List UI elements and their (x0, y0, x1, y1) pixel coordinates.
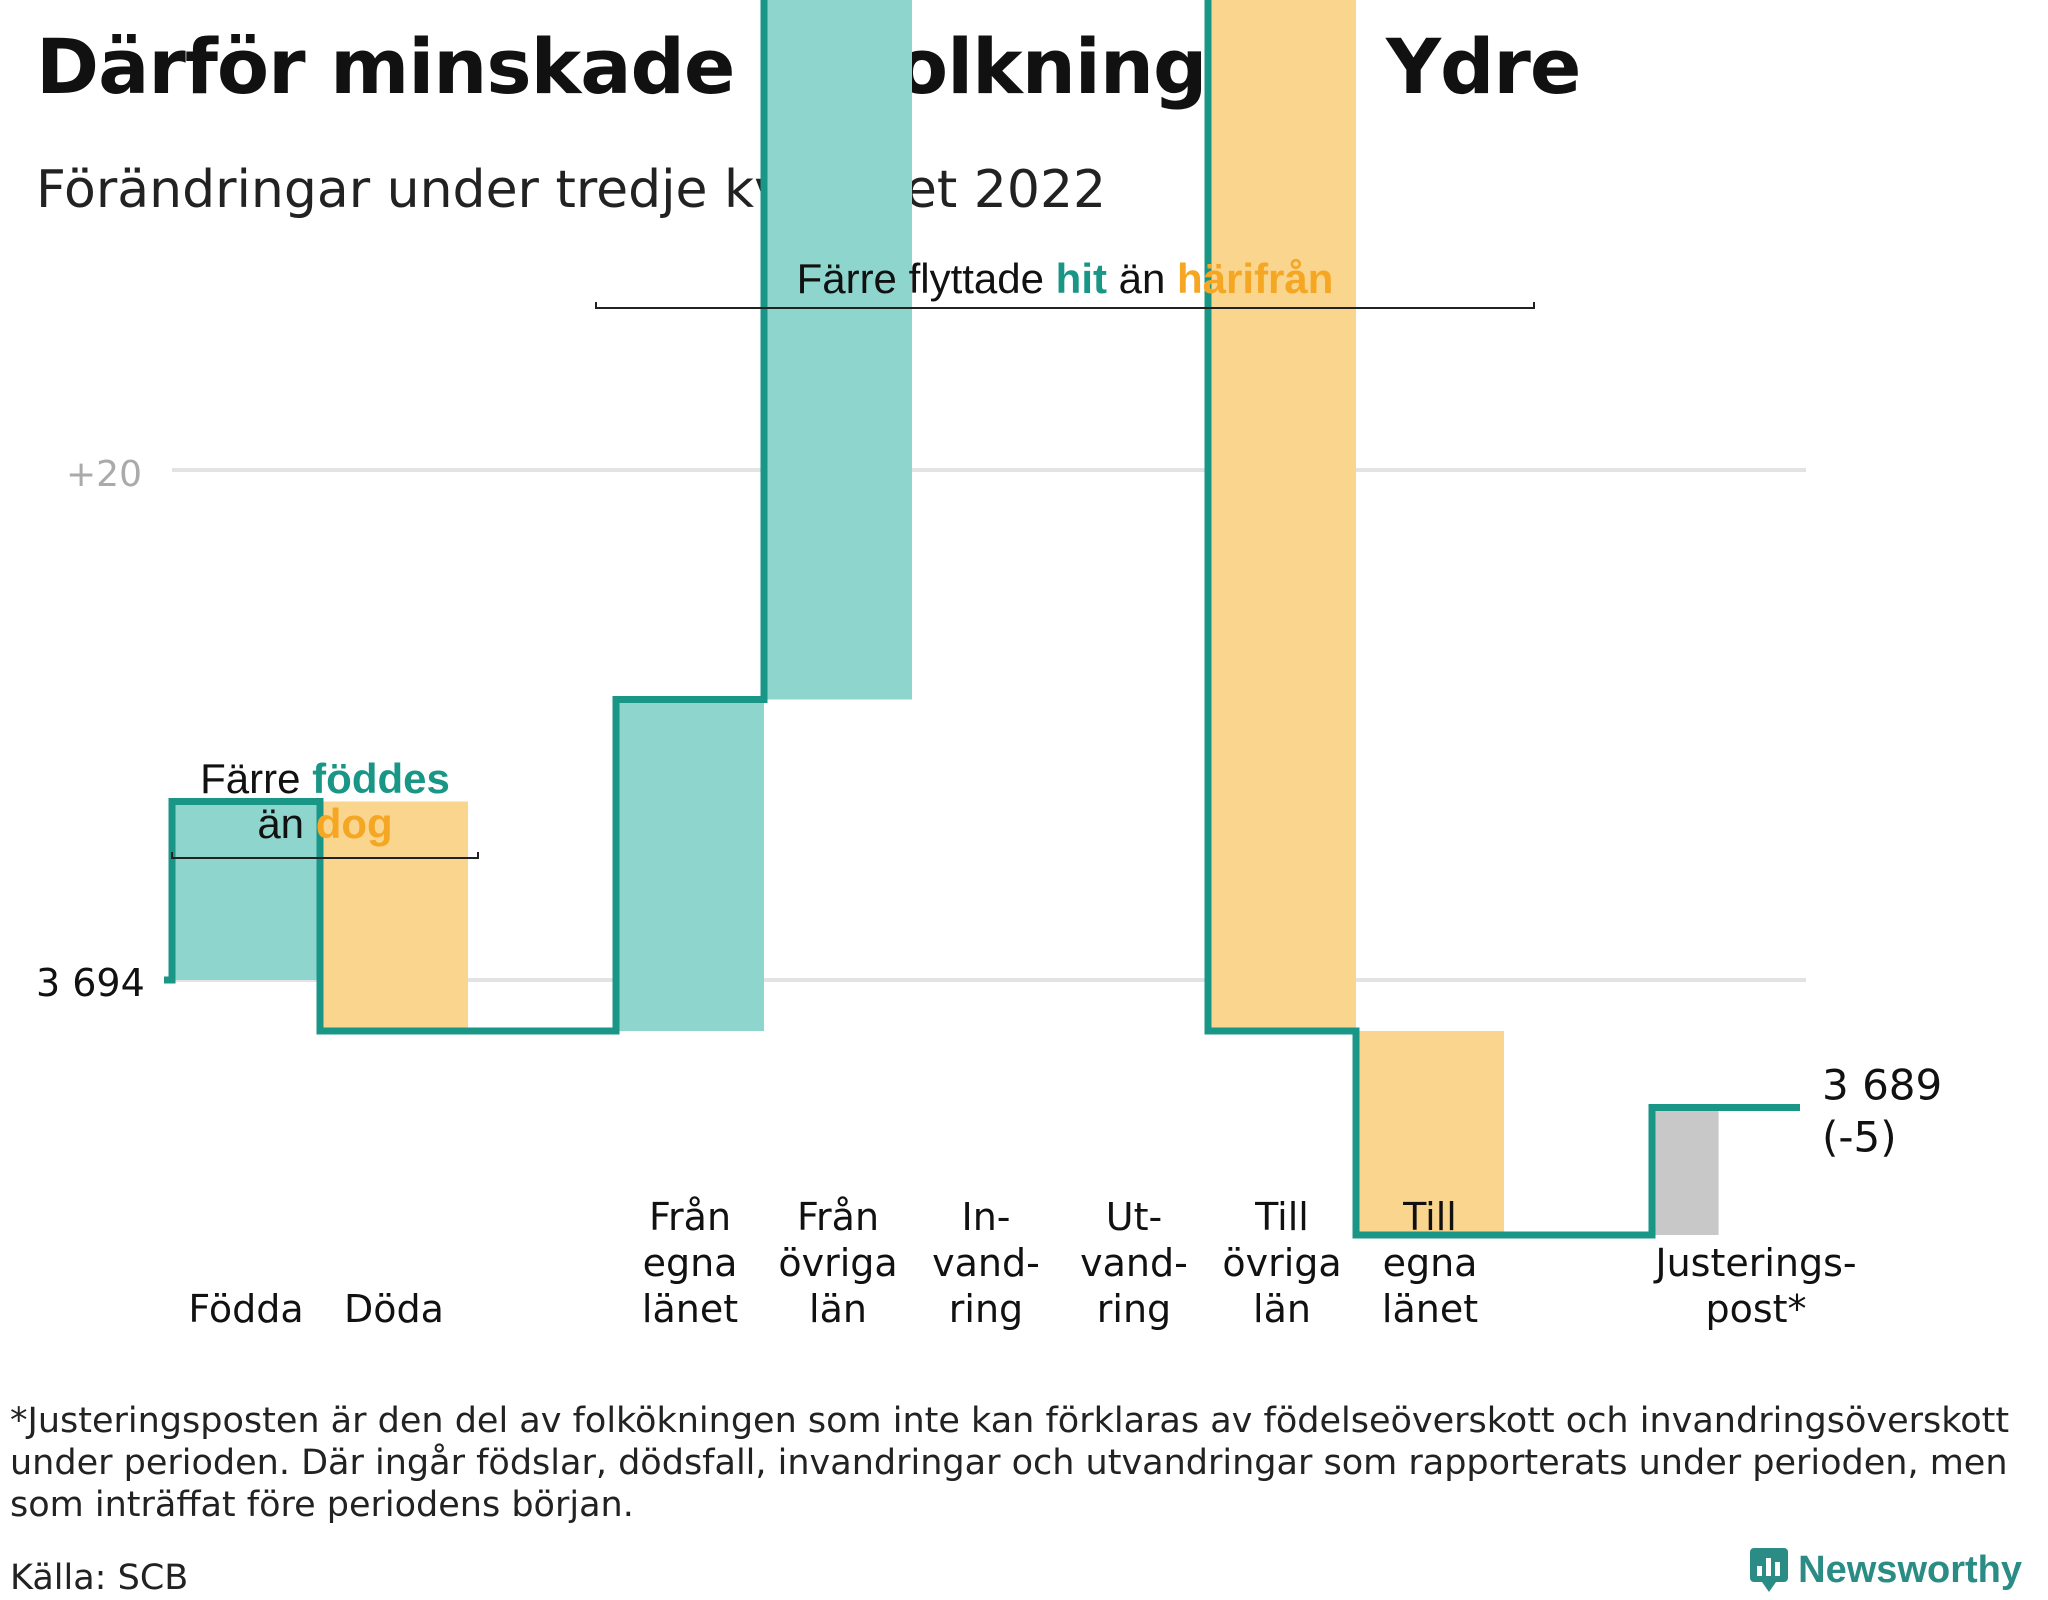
category-label: Från (649, 1195, 731, 1239)
step-line (164, 0, 1800, 1239)
waterfall-bar (1208, 0, 1356, 1031)
line-layer (164, 0, 1800, 1239)
category-label: ring (1097, 1287, 1171, 1331)
births-annotation-line1-part: föddes (312, 755, 450, 802)
births-annotation-line2: än dog (257, 800, 392, 847)
migration-annotation-part: Färre flyttade (797, 255, 1056, 302)
births-annotation-line1: Färre föddes (200, 755, 450, 802)
newsworthy-logo: Newsworthy (1750, 1548, 2022, 1592)
category-label: övriga (1222, 1241, 1341, 1285)
category-label: vand- (1080, 1241, 1188, 1285)
migration-annotation: Färre flyttade hit än härifrån (797, 255, 1334, 302)
waterfall-bar (172, 801, 320, 980)
label-layer: 3 694+20+40FöddaDödaFrånegnalänetFrånövr… (36, 454, 1942, 1331)
category-label: Till (1254, 1195, 1309, 1239)
waterfall-bar (320, 801, 468, 1031)
category-label: Födda (188, 1287, 303, 1331)
newsworthy-logo-text: Newsworthy (1798, 1548, 2022, 1591)
waterfall-bar (764, 0, 912, 700)
category-label: län (1253, 1287, 1311, 1331)
migration-annotation-part: hit (1056, 255, 1107, 302)
source-label: Källa: SCB (10, 1558, 189, 1598)
births-annotation-line1-part: Färre (200, 755, 312, 802)
category-label: In- (961, 1195, 1010, 1239)
migration-annotation-part: än (1107, 255, 1177, 302)
category-label: Från (797, 1195, 879, 1239)
category-label: vand- (932, 1241, 1040, 1285)
category-label: län (809, 1287, 867, 1331)
start-value-label: 3 694 (36, 961, 145, 1005)
category-label: post* (1705, 1287, 1806, 1331)
category-label: övriga (778, 1241, 897, 1285)
category-label: ring (949, 1287, 1023, 1331)
births-annotation-line2-part: dog (316, 800, 393, 847)
y-tick-label: +20 (66, 454, 142, 495)
births-annotation-line2-part: än (257, 800, 315, 847)
waterfall-bar (616, 699, 764, 1031)
waterfall-chart: 3 694+20+40FöddaDödaFrånegnalänetFrånövr… (36, 0, 1942, 1331)
category-label: länet (1382, 1287, 1478, 1331)
category-label: Ut- (1106, 1195, 1162, 1239)
category-label: egna (1383, 1241, 1478, 1285)
waterfall-bar (1652, 1107, 1719, 1235)
category-label: Döda (344, 1287, 444, 1331)
footnote: *Justeringsposten är den del av folkökni… (10, 1401, 2010, 1525)
waterfall-bar (1356, 1031, 1504, 1235)
migration-bracket (595, 302, 1535, 309)
end-value-label: 3 689 (1822, 1061, 1942, 1110)
migration-annotation-part: härifrån (1177, 255, 1333, 302)
category-label: Justerings- (1653, 1241, 1856, 1285)
chart-subtitle: Förändringar under tredje kvartalet 2022 (36, 160, 1107, 220)
category-label: länet (642, 1287, 738, 1331)
category-label: egna (643, 1241, 738, 1285)
bar-layer (172, 0, 1719, 1235)
newsworthy-logo-icon (1750, 1548, 1789, 1592)
births-bracket (171, 852, 479, 859)
category-label: Till (1402, 1195, 1457, 1239)
end-change-label: (-5) (1822, 1113, 1897, 1162)
